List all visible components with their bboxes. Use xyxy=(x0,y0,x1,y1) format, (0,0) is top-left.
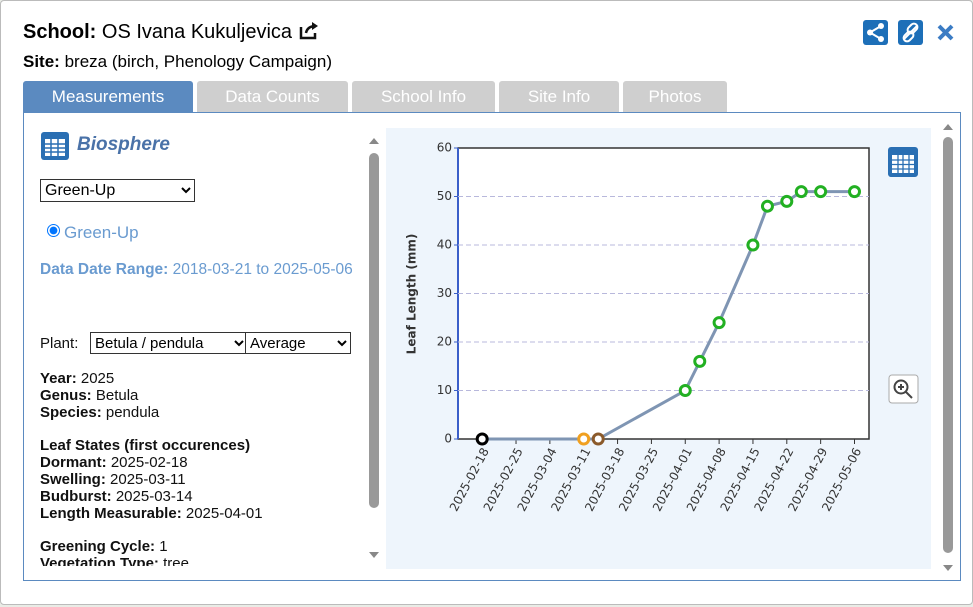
y-tick-label: 50 xyxy=(437,189,452,203)
date-range-label: Data Date Range: xyxy=(40,261,169,278)
spacer xyxy=(40,522,365,538)
close-button[interactable] xyxy=(937,24,954,41)
detail-label: Genus: xyxy=(40,387,92,404)
data-point xyxy=(780,194,794,208)
detail-label: Greening Cycle: xyxy=(40,538,156,555)
detail-value: 2025-04-01 xyxy=(185,505,263,522)
detail-row: Genus: Betula xyxy=(40,387,365,404)
detail-row: Budburst: 2025-03-14 xyxy=(40,488,365,505)
detail-label: Species: xyxy=(40,404,102,421)
data-point xyxy=(591,432,605,446)
tab[interactable]: Site Info xyxy=(499,81,619,112)
detail-value: 2025-02-18 xyxy=(110,454,188,471)
data-point xyxy=(746,238,760,252)
detail-value: 2025-03-14 xyxy=(115,488,193,505)
y-axis-label: Leaf Length (mm) xyxy=(405,234,419,355)
radio[interactable] xyxy=(47,224,60,237)
detail-value: Betula xyxy=(95,387,139,404)
detail-label: Budburst: xyxy=(40,488,112,505)
tab[interactable]: Data Counts xyxy=(197,81,348,112)
protocol-select[interactable]: Green-Up xyxy=(40,179,195,202)
detail-label: Year: xyxy=(40,370,77,387)
y-tick-label: 0 xyxy=(444,432,452,446)
school-name: OS Ivana Kukuljevica xyxy=(101,21,293,43)
detail-label: Length Measurable: xyxy=(40,505,182,522)
table-icon xyxy=(41,132,69,160)
leaf-states-title: Leaf States (first occurences) xyxy=(40,437,251,454)
detail-row: Length Measurable: 2025-04-01 xyxy=(40,505,365,522)
share-button[interactable] xyxy=(863,20,888,45)
site-line: Site: breza (birch, Phenology Campaign) xyxy=(23,52,332,72)
detail-row: Year: 2025 xyxy=(40,370,365,387)
data-point xyxy=(794,185,808,199)
y-tick-label: 60 xyxy=(437,141,452,155)
toolbar xyxy=(863,20,954,45)
detail-value: pendula xyxy=(105,404,160,421)
y-tick-label: 40 xyxy=(437,238,452,252)
radio-row[interactable]: Green-Up xyxy=(47,223,139,243)
detail-row: Greening Cycle: 1 xyxy=(40,538,365,555)
detail-row: Swelling: 2025-03-11 xyxy=(40,471,365,488)
zoom-button[interactable] xyxy=(888,374,919,404)
detail-label: Dormant: xyxy=(40,454,107,471)
scrollbar[interactable] xyxy=(939,119,957,577)
y-tick-label: 10 xyxy=(437,383,452,397)
data-point xyxy=(760,199,774,213)
scrollbar[interactable] xyxy=(365,133,383,563)
external-link-icon[interactable] xyxy=(298,20,320,40)
data-point xyxy=(678,384,692,397)
detail-row: Dormant: 2025-02-18 xyxy=(40,454,365,471)
plant-label: Plant: xyxy=(40,335,79,352)
tab[interactable]: Measurements xyxy=(23,81,193,112)
data-point xyxy=(847,185,861,199)
detail-value: 2025-03-11 xyxy=(110,471,186,488)
school-label: School: xyxy=(23,21,97,43)
content-panel xyxy=(23,112,961,581)
site-name: breza (birch, Phenology Campaign) xyxy=(64,52,332,71)
school-line: School: OS Ivana Kukuljevica xyxy=(23,20,320,44)
detail-value: 1 xyxy=(159,538,168,555)
data-point xyxy=(712,316,726,330)
detail-label: Vegetation Type: xyxy=(40,555,159,566)
data-point xyxy=(814,185,828,199)
spacer xyxy=(40,421,365,437)
data-point xyxy=(577,432,591,446)
detail-row: Vegetation Type: tree xyxy=(40,555,365,566)
panel-title: Biosphere xyxy=(77,134,170,155)
stat-select[interactable]: Average xyxy=(245,332,351,354)
radio-label: Green-Up xyxy=(64,223,139,242)
y-tick-label: 20 xyxy=(437,335,452,349)
detail-row: Species: pendula xyxy=(40,404,365,421)
site-label: Site: xyxy=(23,52,60,71)
detail-label: Swelling: xyxy=(40,471,106,488)
data-point xyxy=(475,432,489,446)
tab[interactable]: School Info xyxy=(352,81,495,112)
chart: Leaf Length (mm) 01020304050602025-02-18… xyxy=(386,128,931,569)
y-tick-label: 30 xyxy=(437,286,452,300)
plant-select[interactable]: Betula / pendula xyxy=(90,332,248,354)
details: Year: 2025 Genus: Betula Species: pendula L… xyxy=(40,370,365,566)
detail-value: 2025 xyxy=(80,370,115,387)
detail-value: tree xyxy=(163,555,189,566)
tab[interactable]: Photos xyxy=(623,81,727,112)
data-point xyxy=(693,354,707,368)
date-range-value: 2018-03-21 to 2025-05-06 xyxy=(172,261,353,278)
date-range: Data Date Range: 2018-03-21 to 2025-05-0… xyxy=(40,257,360,283)
